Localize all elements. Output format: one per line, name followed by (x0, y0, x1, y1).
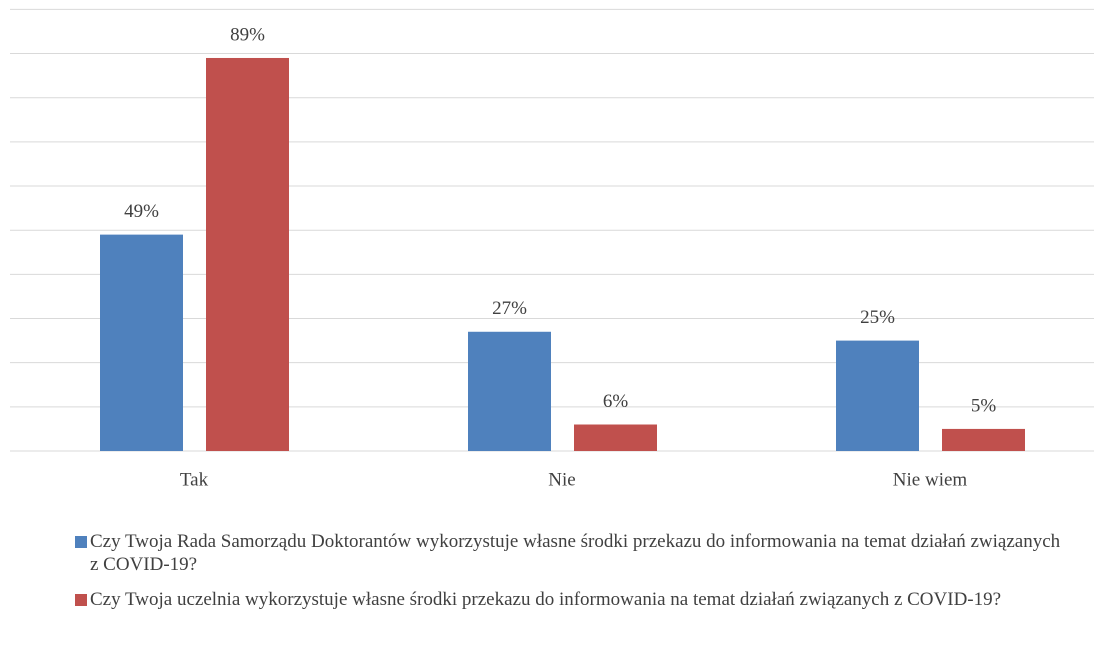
bar (942, 428, 1025, 451)
bar (468, 331, 551, 451)
x-tick-label: Tak (180, 469, 209, 490)
legend-swatch (75, 536, 87, 548)
bar (206, 57, 289, 451)
legend-item: Czy Twoja Rada Samorządu Doktorantów wyk… (75, 530, 1065, 576)
value-label: 25% (860, 307, 895, 328)
x-tick-label: Nie wiem (893, 469, 968, 490)
legend: Czy Twoja Rada Samorządu Doktorantów wyk… (75, 530, 1065, 623)
value-label: 6% (603, 391, 629, 412)
legend-label: Czy Twoja Rada Samorządu Doktorantów wyk… (90, 531, 1061, 575)
x-tick-label: Nie (548, 469, 575, 490)
chart: Tak 49% 89% Nie 27% 6% Nie wiem 25% 5% (10, 8, 1094, 490)
legend-swatch (75, 594, 87, 606)
value-label: 89% (230, 24, 265, 45)
value-label: 49% (124, 201, 159, 222)
legend-item: Czy Twoja uczelnia wykorzystuje własne ś… (75, 588, 1065, 611)
bar (100, 234, 183, 451)
legend-label: Czy Twoja uczelnia wykorzystuje własne ś… (90, 589, 1002, 610)
bar (836, 340, 919, 451)
bar (574, 424, 657, 451)
value-label: 5% (971, 395, 997, 416)
value-label: 27% (492, 298, 527, 319)
